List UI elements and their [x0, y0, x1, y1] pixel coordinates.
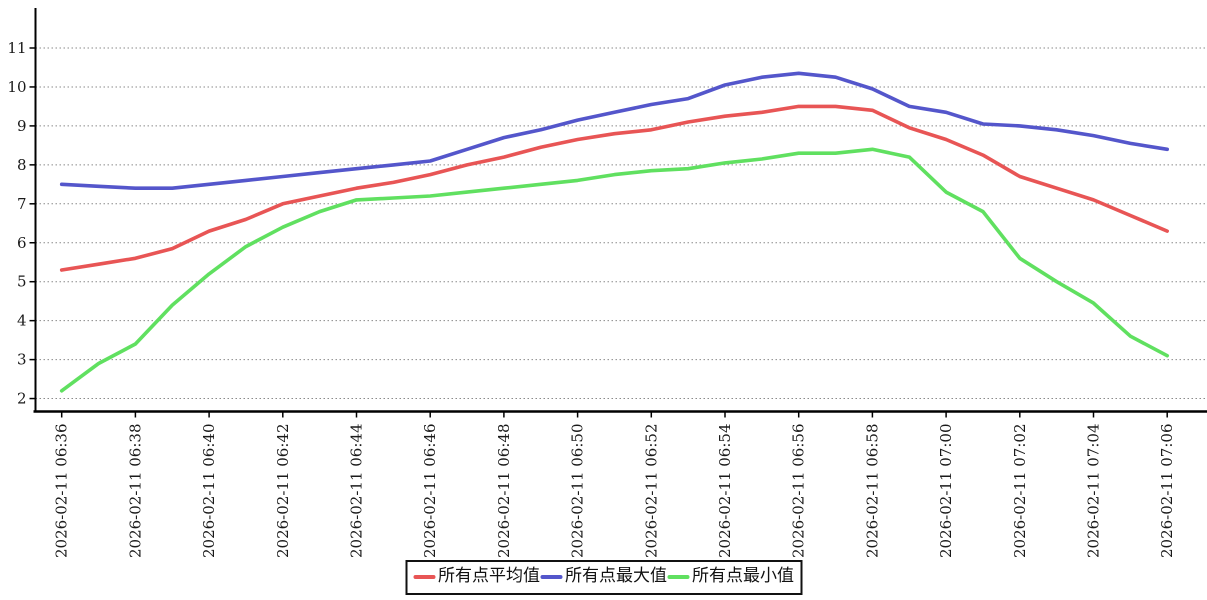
x-axis-label-1: 2026-02-11 06:38: [126, 424, 144, 558]
series-line-minimum: [59, 147, 1169, 393]
legend-item-average: 所有点平均值: [413, 564, 540, 590]
x-axis-label-12: 2026-02-11 07:00: [937, 424, 955, 558]
legend-label-maximum: 所有点最大值: [565, 566, 667, 586]
y-axis-label-4: 4: [17, 312, 27, 330]
x-axis-label-9: 2026-02-11 06:54: [716, 424, 734, 558]
minimum-series-marker: [667, 574, 689, 579]
series-line-maximum: [59, 71, 1169, 190]
y-axis-label-2: 2: [17, 390, 27, 408]
chart-legend: 所有点平均值 所有点最大值 所有点最小值: [405, 560, 802, 595]
y-axis-label-11: 11: [7, 39, 26, 57]
y-axis-label-7: 7: [17, 195, 27, 213]
x-axis-label-7: 2026-02-11 06:50: [569, 424, 587, 558]
series-line-average: [59, 104, 1169, 272]
x-axis-label-13: 2026-02-11 07:02: [1011, 424, 1029, 558]
x-axis-label-5: 2026-02-11 06:46: [421, 424, 439, 558]
x-axis-label-2: 2026-02-11 06:40: [200, 424, 218, 558]
x-axis-label-10: 2026-02-11 06:56: [790, 424, 808, 558]
x-axis-label-4: 2026-02-11 06:44: [348, 424, 366, 558]
x-axis-label-14: 2026-02-11 07:04: [1085, 424, 1103, 558]
y-axis-label-8: 8: [17, 156, 27, 174]
chart-plot-area: 2 3 4 5 6 7 8 9 10 11 2026-02-11 06:36 2026-02-11 0…: [7, 8, 1207, 558]
y-axis-label-5: 5: [17, 273, 27, 291]
x-axis-label-11: 2026-02-11 06:58: [863, 424, 881, 558]
average-series-marker: [413, 574, 435, 579]
y-axis-label-3: 3: [17, 351, 27, 369]
maximum-series-marker: [540, 574, 562, 579]
y-axis-label-10: 10: [7, 78, 26, 96]
y-axis-label-9: 9: [17, 117, 27, 135]
legend-item-minimum: 所有点最小值: [667, 564, 794, 590]
x-axis-label-0: 2026-02-11 06:36: [53, 424, 71, 558]
x-axis-label-8: 2026-02-11 06:52: [642, 424, 660, 558]
y-axis-label-6: 6: [17, 234, 27, 252]
legend-label-minimum: 所有点最小值: [692, 566, 794, 586]
legend-label-average: 所有点平均值: [438, 566, 540, 586]
x-axis-label-3: 2026-02-11 06:42: [274, 424, 292, 558]
x-axis-label-15: 2026-02-11 07:06: [1158, 424, 1176, 558]
x-axis-label-6: 2026-02-11 06:48: [495, 424, 513, 558]
legend-item-maximum: 所有点最大值: [540, 564, 667, 590]
